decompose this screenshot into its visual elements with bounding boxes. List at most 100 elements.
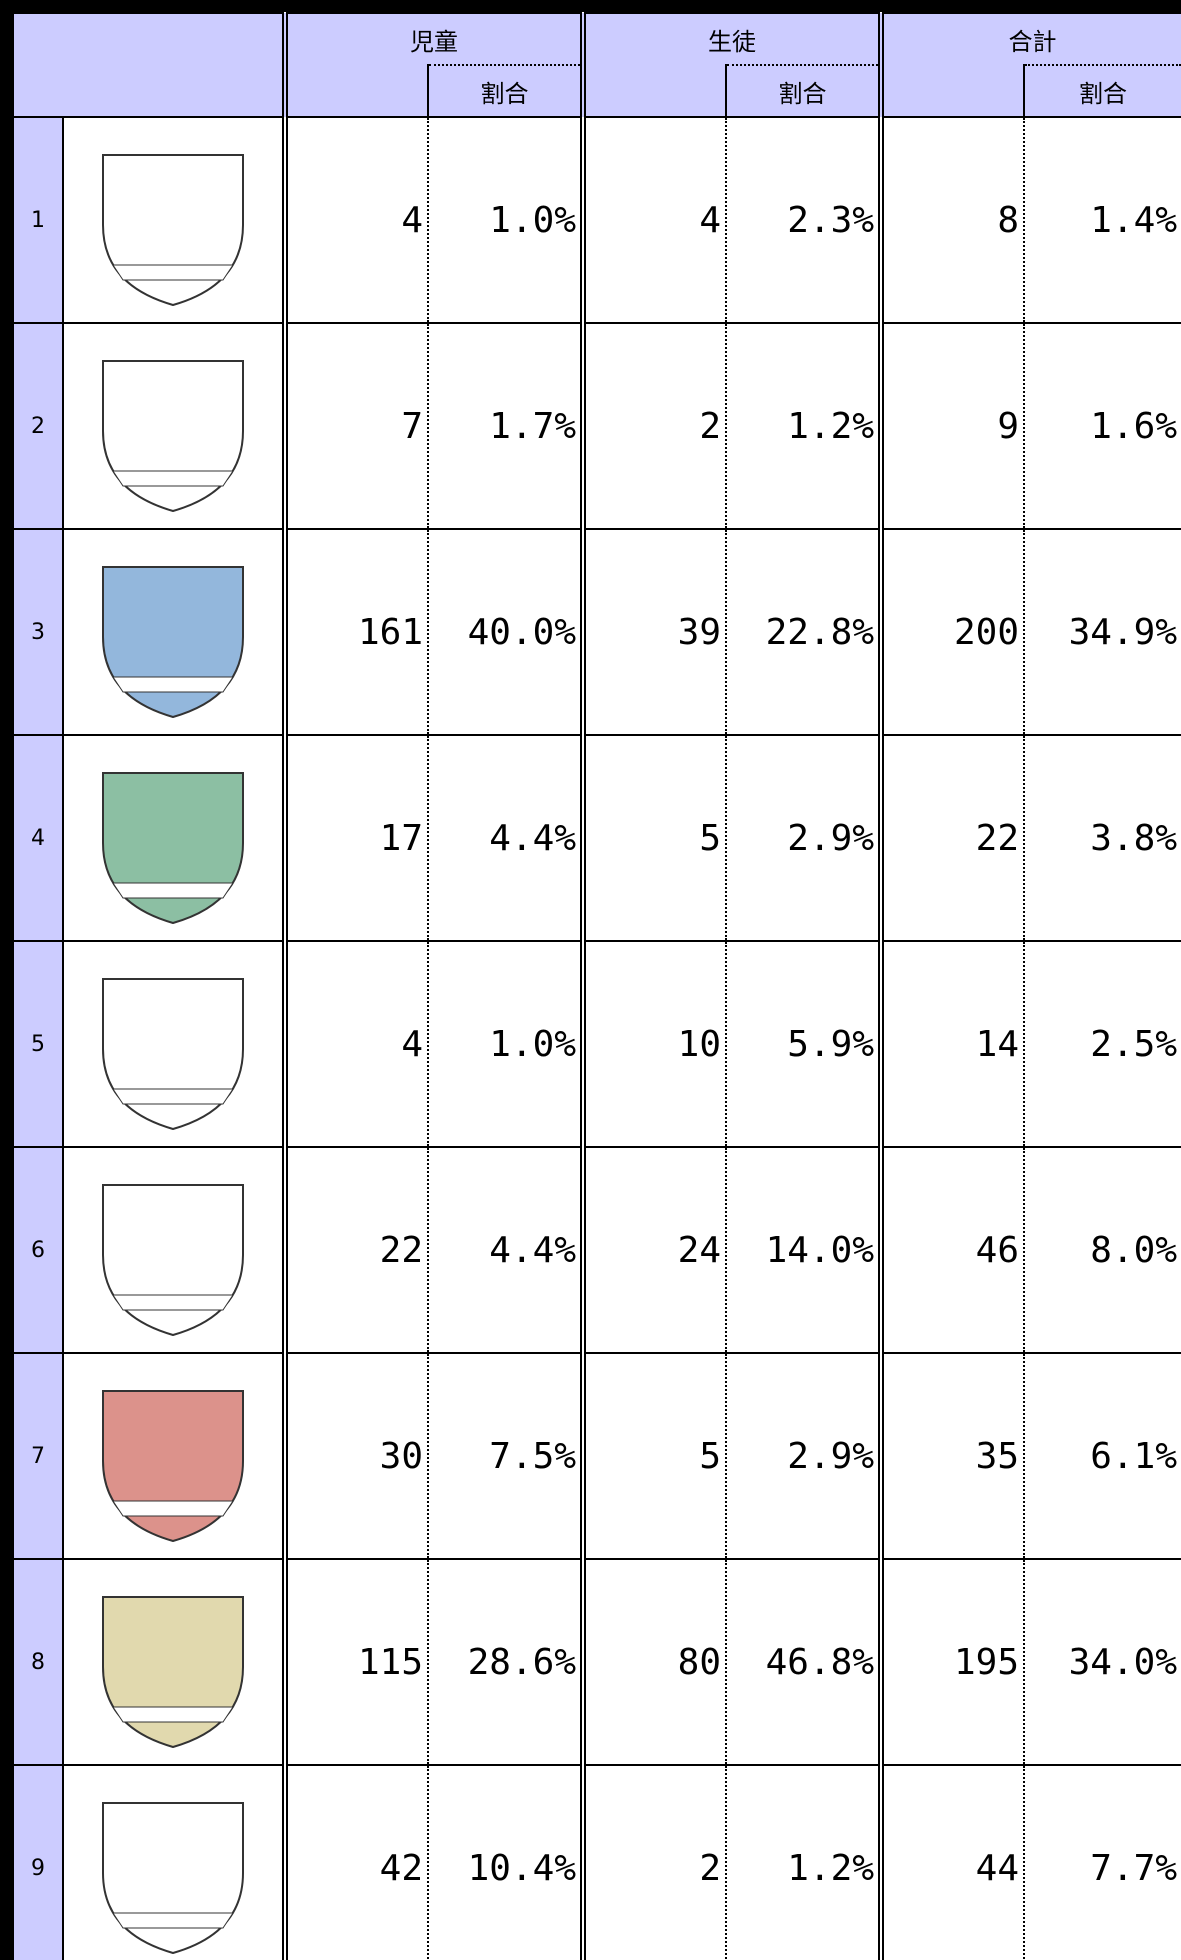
ratio-cell: 1.7% bbox=[428, 323, 583, 529]
emblem-cell bbox=[63, 1353, 285, 1559]
count-cell: 4 bbox=[285, 117, 428, 323]
count-cell: 2 bbox=[583, 323, 726, 529]
ratio-cell: 2.5% bbox=[1024, 941, 1181, 1147]
ratio-cell: 1.4% bbox=[1024, 117, 1181, 323]
emblem bbox=[73, 1773, 273, 1960]
emblem-cell bbox=[63, 1765, 285, 1960]
row-number: 3 bbox=[13, 529, 63, 735]
ratio-cell: 1.6% bbox=[1024, 323, 1181, 529]
ratio-cell: 8.0% bbox=[1024, 1147, 1181, 1353]
ratio-cell: 2.3% bbox=[726, 117, 881, 323]
ratio-cell: 7.7% bbox=[1024, 1765, 1181, 1960]
emblem bbox=[73, 537, 273, 727]
emblem-cell bbox=[63, 941, 285, 1147]
group-header: 児童 bbox=[285, 13, 583, 65]
emblem-cell bbox=[63, 1559, 285, 1765]
emblem bbox=[73, 949, 273, 1139]
ratio-cell: 14.0% bbox=[726, 1147, 881, 1353]
ratio-header: 割合 bbox=[726, 65, 881, 117]
emblem bbox=[73, 1155, 273, 1345]
count-cell: 17 bbox=[285, 735, 428, 941]
emblem bbox=[73, 743, 273, 933]
ratio-cell: 22.8% bbox=[726, 529, 881, 735]
row-number: 4 bbox=[13, 735, 63, 941]
count-cell: 2 bbox=[583, 1765, 726, 1960]
emblem bbox=[73, 1567, 273, 1757]
emblem-cell bbox=[63, 117, 285, 323]
row-number: 2 bbox=[13, 323, 63, 529]
count-cell: 46 bbox=[881, 1147, 1024, 1353]
ratio-cell: 7.5% bbox=[428, 1353, 583, 1559]
emblem bbox=[73, 1361, 273, 1551]
row-number: 6 bbox=[13, 1147, 63, 1353]
ratio-cell: 10.4% bbox=[428, 1765, 583, 1960]
ratio-cell: 2.9% bbox=[726, 1353, 881, 1559]
count-cell: 22 bbox=[881, 735, 1024, 941]
empty-subheader bbox=[583, 65, 726, 117]
ratio-cell: 1.2% bbox=[726, 1765, 881, 1960]
ratio-cell: 1.2% bbox=[726, 323, 881, 529]
count-cell: 22 bbox=[285, 1147, 428, 1353]
count-cell: 4 bbox=[285, 941, 428, 1147]
row-number: 7 bbox=[13, 1353, 63, 1559]
count-cell: 9 bbox=[881, 323, 1024, 529]
count-cell: 115 bbox=[285, 1559, 428, 1765]
ratio-header: 割合 bbox=[1024, 65, 1181, 117]
emblem-cell bbox=[63, 1147, 285, 1353]
count-cell: 4 bbox=[583, 117, 726, 323]
count-cell: 42 bbox=[285, 1765, 428, 1960]
ratio-cell: 6.1% bbox=[1024, 1353, 1181, 1559]
count-cell: 30 bbox=[285, 1353, 428, 1559]
row-number: 5 bbox=[13, 941, 63, 1147]
page: 児童生徒合計割合割合割合141.0%42.3%81.4%271.7%21.2%9… bbox=[0, 0, 1181, 1960]
emblem bbox=[73, 125, 273, 315]
corner-cell bbox=[13, 13, 285, 117]
ratio-cell: 34.0% bbox=[1024, 1559, 1181, 1765]
ratio-cell: 34.9% bbox=[1024, 529, 1181, 735]
count-cell: 10 bbox=[583, 941, 726, 1147]
group-header: 生徒 bbox=[583, 13, 881, 65]
group-header: 合計 bbox=[881, 13, 1181, 65]
empty-subheader bbox=[881, 65, 1024, 117]
ratio-header: 割合 bbox=[428, 65, 583, 117]
count-cell: 44 bbox=[881, 1765, 1024, 1960]
count-cell: 200 bbox=[881, 529, 1024, 735]
ratio-cell: 4.4% bbox=[428, 1147, 583, 1353]
ratio-cell: 2.9% bbox=[726, 735, 881, 941]
count-cell: 7 bbox=[285, 323, 428, 529]
row-number: 1 bbox=[13, 117, 63, 323]
count-cell: 5 bbox=[583, 1353, 726, 1559]
count-cell: 39 bbox=[583, 529, 726, 735]
count-cell: 80 bbox=[583, 1559, 726, 1765]
count-cell: 195 bbox=[881, 1559, 1024, 1765]
row-number: 8 bbox=[13, 1559, 63, 1765]
empty-subheader bbox=[285, 65, 428, 117]
emblem-cell bbox=[63, 529, 285, 735]
count-cell: 14 bbox=[881, 941, 1024, 1147]
emblem-cell bbox=[63, 735, 285, 941]
ratio-cell: 40.0% bbox=[428, 529, 583, 735]
ratio-cell: 4.4% bbox=[428, 735, 583, 941]
count-cell: 5 bbox=[583, 735, 726, 941]
emblem bbox=[73, 331, 273, 521]
ratio-cell: 28.6% bbox=[428, 1559, 583, 1765]
ratio-cell: 1.0% bbox=[428, 941, 583, 1147]
emblem-cell bbox=[63, 323, 285, 529]
ratio-cell: 46.8% bbox=[726, 1559, 881, 1765]
count-cell: 161 bbox=[285, 529, 428, 735]
ratio-cell: 5.9% bbox=[726, 941, 881, 1147]
header-row: 児童生徒合計 bbox=[13, 13, 1181, 65]
count-cell: 8 bbox=[881, 117, 1024, 323]
ratio-cell: 1.0% bbox=[428, 117, 583, 323]
row-number: 9 bbox=[13, 1765, 63, 1960]
